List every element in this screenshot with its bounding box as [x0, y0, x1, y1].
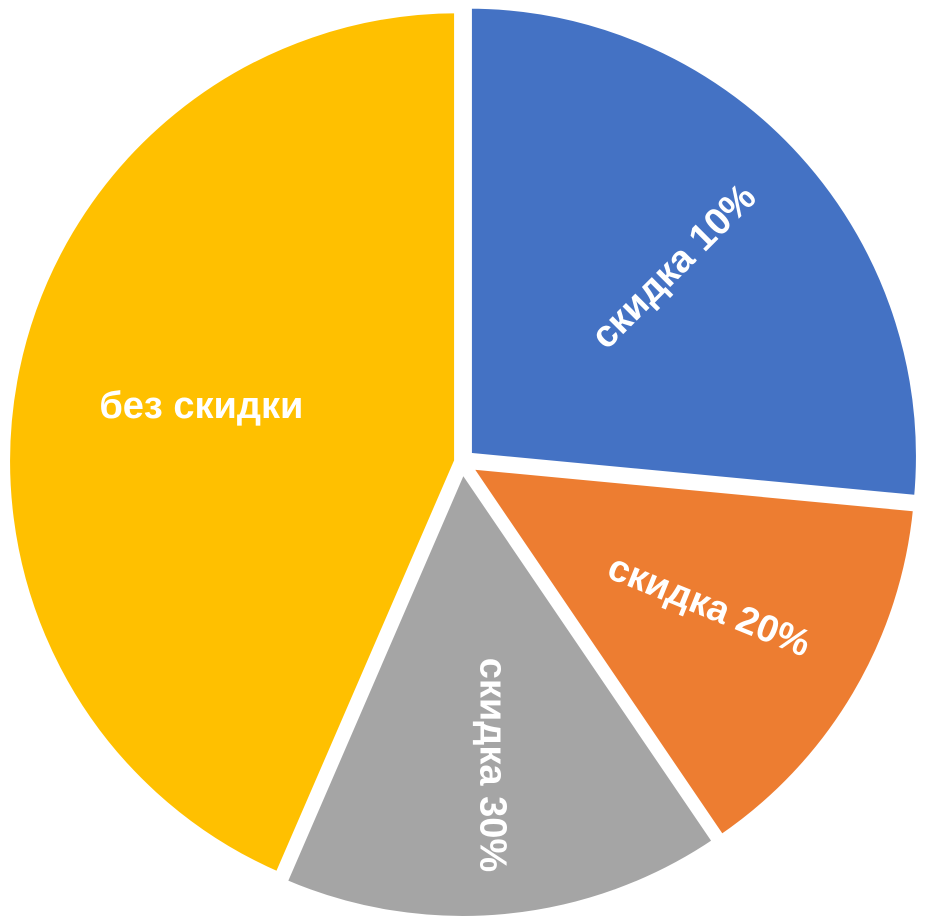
- pie-slice-4: [2, 5, 463, 881]
- pie-slice-1: [463, 0, 924, 504]
- pie-slice-3: [279, 463, 721, 924]
- pie-slice-2: [463, 461, 922, 843]
- data-label-3: скидка 30%: [472, 658, 514, 872]
- data-label-4: без скидки: [99, 385, 303, 427]
